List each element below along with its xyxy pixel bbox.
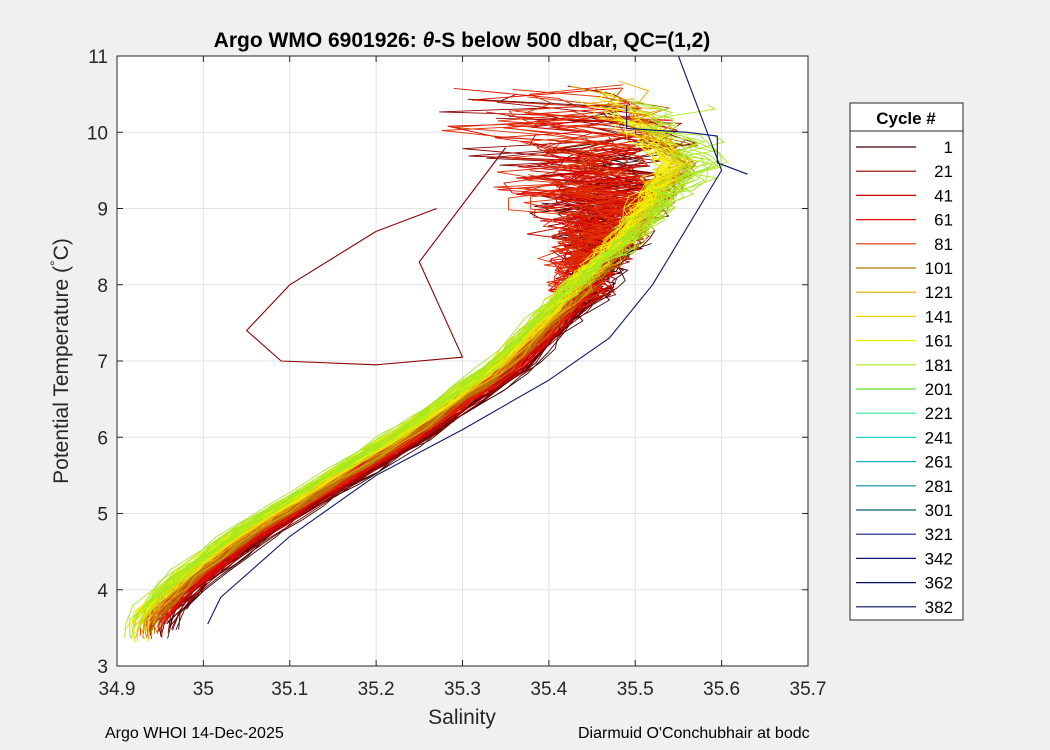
legend-entries: 1214161811011211411611812012212412612813… [856,138,953,617]
legend-label: 121 [925,283,953,302]
legend-label: 41 [934,186,953,205]
chart-title: Argo WMO 6901926: θ-S below 500 dbar, QC… [214,29,711,52]
legend-label: 342 [925,549,953,568]
x-tick-label: 35.7 [790,679,827,700]
y-tick-label: 11 [88,47,108,68]
y-tick-label: 10 [87,123,108,144]
x-tick-label: 35.4 [530,679,567,700]
legend-label: 141 [925,307,953,326]
legend-label: 21 [934,162,953,181]
ticks: 34.9 35 35.1 35.2 35.3 35.4 35.5 35.6 35.7 3 4 5 6 7 8… [87,47,827,700]
profile-line [132,100,673,623]
legend-label: 261 [925,453,953,472]
profile-line [124,101,705,638]
profile-line [133,154,719,628]
legend-label: 321 [925,525,953,544]
y-tick-label: 3 [97,657,108,678]
profile-line [137,150,709,641]
legend-label: 161 [925,332,953,351]
legend-label: 101 [925,259,953,278]
x-tick-label: 35.6 [703,679,740,700]
profile-line [143,137,723,608]
y-tick-label: 7 [97,352,108,373]
y-tick-label: 4 [97,581,108,602]
y-tick-label: 8 [97,276,108,297]
x-tick-label: 34.9 [99,679,136,700]
profile-line-cycle-1 [246,147,507,366]
legend-label: 301 [925,501,953,520]
profile-line [142,122,723,624]
profile-line-cycle-382 [207,55,723,625]
profile-line [144,152,683,634]
y-axis-label: Potential Temperature (°C) [47,238,73,484]
legend-label: 1 [944,138,953,157]
legend-label: 241 [925,428,953,447]
x-tick-label: 35.1 [271,679,308,700]
profile-line-cycle-362 [626,105,748,175]
legend-label: 281 [925,477,953,496]
profile-line [175,229,656,631]
footer-left-text: Argo WHOI 14-Dec-2025 [105,725,284,742]
legend-label: 362 [925,574,953,593]
y-tick-label: 9 [97,200,108,221]
footer-right-text: Diarmuid O'Conchubhair at bodc [578,725,810,742]
legend-label: 201 [925,380,953,399]
legend-label: 61 [934,211,953,230]
legend-label: 221 [925,404,953,423]
legend-label: 81 [934,235,953,254]
x-tick-label: 35.2 [358,679,395,700]
x-tick-label: 35.5 [617,679,654,700]
x-tick-label: 35.3 [444,679,481,700]
legend-title: Cycle # [876,109,936,128]
x-axis-label: Salinity [428,706,496,729]
legend: Cycle # 12141618110112114116118120122124… [849,102,964,621]
legend-label: 382 [925,598,953,617]
profile-traces [124,55,748,643]
profile-line [171,117,697,630]
y-tick-label: 6 [97,428,108,449]
profile-line [144,145,713,603]
legend-label: 181 [925,356,953,375]
y-tick-label: 5 [97,505,108,526]
x-tick-label: 35 [193,679,214,700]
